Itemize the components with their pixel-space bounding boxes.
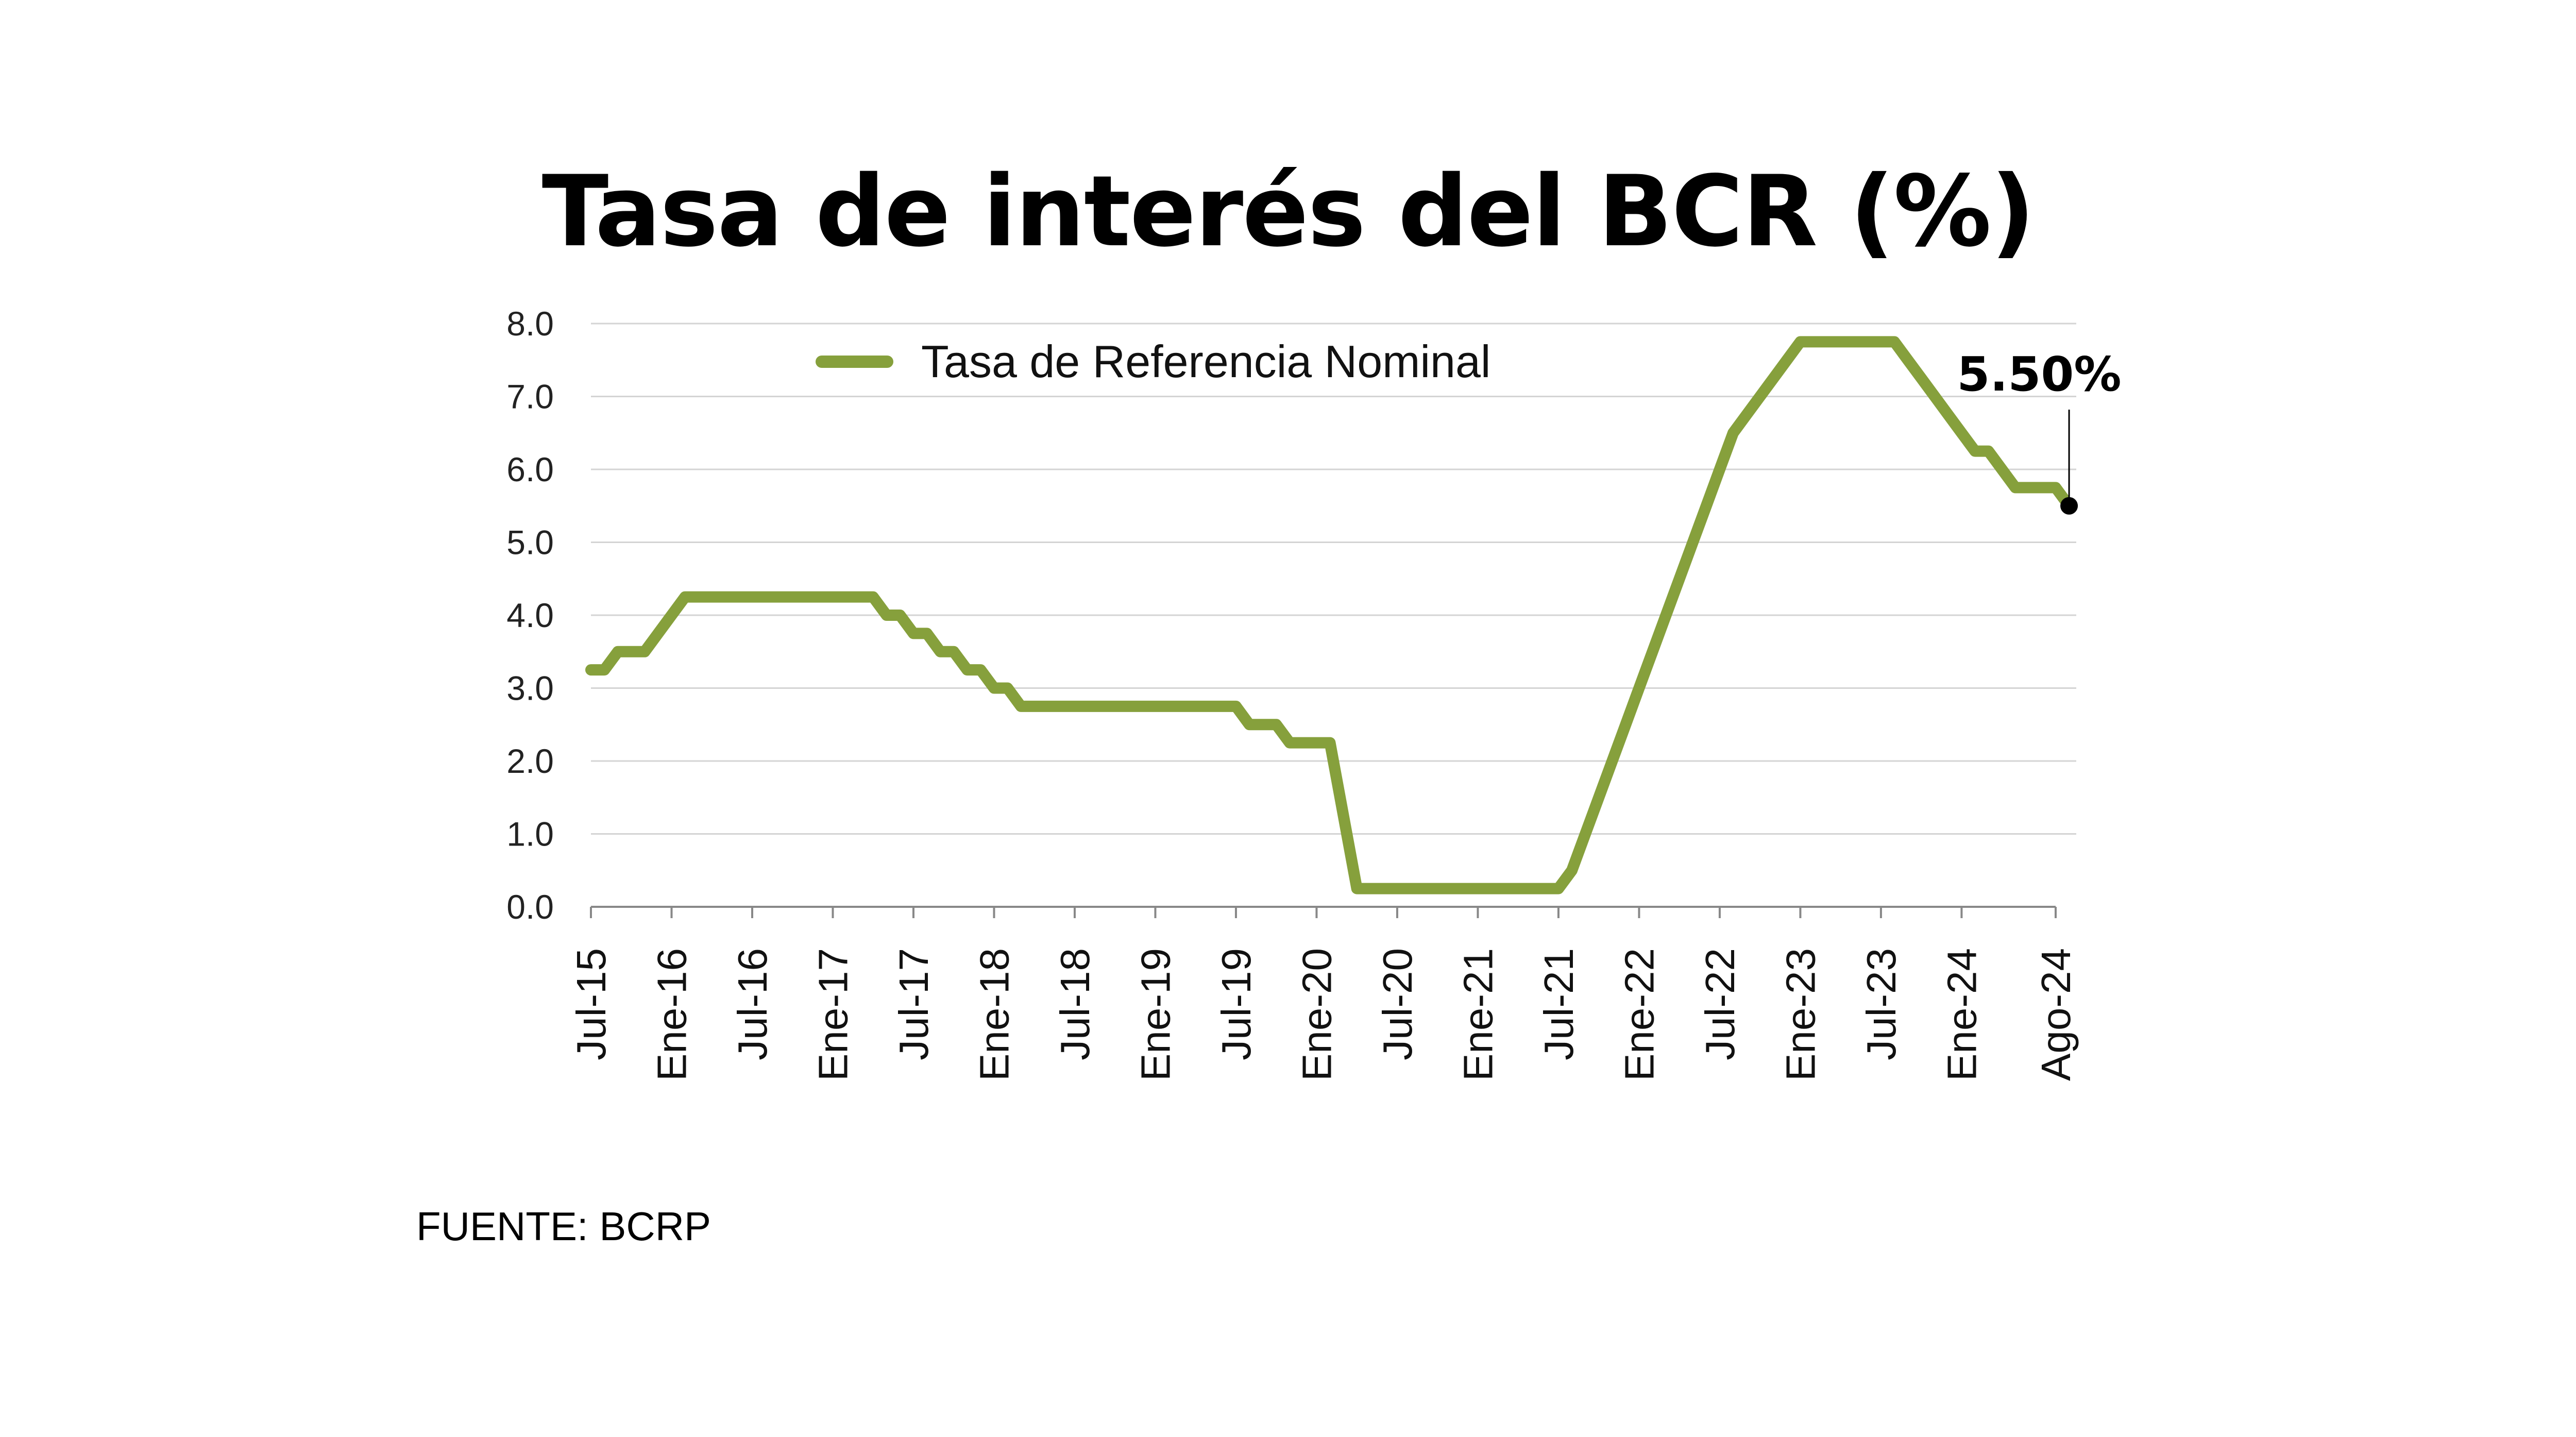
y-tick-label: 4.0 [506,596,554,634]
x-tick-label: Jul-17 [891,948,937,1060]
x-tick-label: Jul-18 [1052,948,1098,1060]
y-tick-label: 2.0 [506,742,554,780]
chart-title: Tasa de interés del BCR (%) [541,155,2036,268]
y-tick-label: 7.0 [506,378,554,416]
x-tick-label: Ene-19 [1132,948,1178,1081]
y-tick-label: 5.0 [506,523,554,562]
x-tick-label: Ene-17 [810,948,856,1081]
x-tick-label: Ene-22 [1616,948,1662,1081]
y-tick-label: 6.0 [506,450,554,488]
x-tick-label: Ene-20 [1294,948,1340,1081]
last-value-marker [2060,497,2078,515]
x-tick-label: Ene-24 [1939,948,1985,1081]
annotation-label: 5.50% [1957,347,2121,402]
y-tick-label: 3.0 [506,669,554,707]
x-tick-label: Jul-15 [568,948,614,1060]
x-tick-label: Jul-16 [730,948,775,1060]
x-tick-label: Ago-24 [2033,948,2079,1081]
y-tick-label: 0.0 [506,888,554,926]
x-tick-label: Ene-18 [971,948,1017,1081]
legend-label: Tasa de Referencia Nominal [921,336,1490,387]
x-tick-label: Jul-22 [1697,948,1743,1060]
x-tick-label: Jul-20 [1375,948,1420,1060]
x-tick-label: Jul-21 [1536,948,1582,1060]
y-tick-label: 8.0 [506,305,554,343]
x-tick-label: Ene-16 [649,948,694,1081]
x-tick-label: Ene-23 [1777,948,1823,1081]
source-note: FUENTE: BCRP [416,1204,711,1249]
x-tick-label: Jul-23 [1858,948,1904,1060]
series-line-tasa-referencia [585,336,2075,894]
y-tick-label: 1.0 [506,815,554,853]
x-tick-label: Jul-19 [1213,948,1259,1060]
x-tick-label: Ene-21 [1455,948,1501,1081]
